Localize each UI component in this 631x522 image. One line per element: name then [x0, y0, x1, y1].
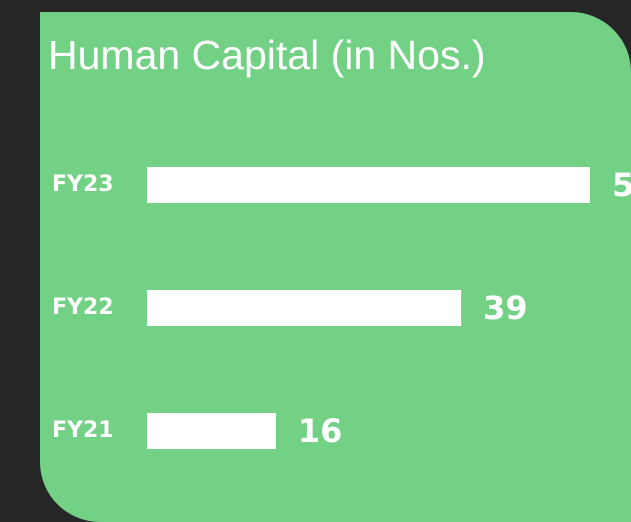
card: [40, 12, 631, 522]
data-label: 55: [612, 166, 631, 204]
data-label: 16: [298, 412, 343, 450]
bar: [147, 167, 590, 203]
bar: [147, 413, 276, 449]
data-label: 39: [483, 289, 528, 327]
category-label: FY21: [52, 418, 114, 443]
bar: [147, 290, 462, 326]
category-label: FY23: [52, 172, 114, 197]
chart-title: Human Capital (in Nos.): [48, 32, 486, 78]
category-label: FY22: [52, 295, 114, 320]
